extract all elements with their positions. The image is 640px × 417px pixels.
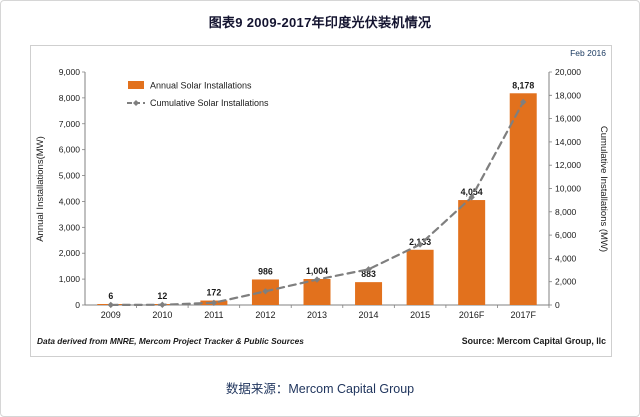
- bar-value-label: 986: [258, 266, 273, 276]
- right-axis-tick-label: 14,000: [555, 137, 581, 147]
- x-axis-label: 2011: [204, 310, 223, 320]
- footnote-right: Source: Mercom Capital Group, llc: [462, 336, 606, 346]
- cumulative-point-marker: [262, 288, 269, 295]
- cumulative-point-marker: [210, 299, 218, 306]
- bar-2016F: [458, 200, 486, 305]
- cumulative-point-marker: [107, 301, 114, 309]
- cumulative-point-marker: [468, 194, 475, 201]
- right-axis-tick-label: 20,000: [555, 67, 581, 77]
- footnote-left: Data derived from MNRE, Mercom Project T…: [37, 336, 304, 346]
- right-axis-tick-label: 6,000: [555, 230, 577, 240]
- right-axis-tick-label: 2,000: [555, 277, 577, 287]
- right-axis-tick-label: 16,000: [555, 114, 581, 124]
- legend-bar-swatch: [128, 81, 144, 89]
- cumulative-point-marker: [416, 241, 424, 248]
- bar-value-label: 4,054: [461, 187, 483, 197]
- bar-2014: [355, 282, 383, 305]
- cumulative-point-marker: [365, 266, 372, 273]
- x-axis-label: 2017F: [510, 310, 536, 320]
- left-axis-tick-label: 2,000: [59, 248, 81, 258]
- left-axis-tick-label: 8,000: [59, 93, 81, 103]
- bar-2017F: [509, 93, 537, 305]
- left-axis-tick-label: 0: [75, 300, 80, 310]
- bar-value-label: 6: [108, 291, 113, 301]
- left-axis-tick-label: 9,000: [59, 67, 81, 77]
- left-axis-tick-label: 6,000: [59, 145, 81, 155]
- x-axis-label: 2012: [255, 310, 275, 320]
- bar-2013: [303, 279, 331, 305]
- chart-title: 图表9 2009-2017年印度光伏装机情况: [208, 15, 432, 30]
- left-axis-tick-label: 7,000: [59, 119, 81, 129]
- solar-chart: 0 1,000 2,000 3,000 4,000 5,000 6,000 7,000 8,00…: [30, 45, 612, 357]
- right-axis-tick-label: 10,000: [555, 184, 581, 194]
- bar-value-label: 8,178: [512, 80, 534, 90]
- x-axis-label: 2015: [410, 310, 430, 320]
- left-axis-title: Annual Installations(MW): [35, 136, 46, 242]
- right-axis-tick-label: 4,000: [555, 253, 577, 263]
- data-source-caption: 数据来源：Mercom Capital Group: [225, 382, 415, 396]
- right-axis-tick-label: 8,000: [555, 207, 577, 217]
- left-axis-tick-label: 4,000: [59, 196, 81, 206]
- bar-value-label: 12: [157, 291, 167, 301]
- solar-chart-svg: 0 1,000 2,000 3,000 4,000 5,000 6,000 7,000 8,00…: [30, 45, 612, 357]
- left-axis-tick-label: 1,000: [59, 274, 81, 284]
- legend-line-marker: [133, 100, 139, 106]
- left-axis-tick-label: 3,000: [59, 222, 81, 232]
- right-axis-tick-label: 18,000: [555, 90, 581, 100]
- x-axis-label: 2013: [307, 310, 327, 320]
- legend-bar-label: Annual Solar Installations: [150, 81, 252, 91]
- x-axis-label: 2009: [101, 310, 121, 320]
- x-axis-label: 2014: [359, 310, 379, 320]
- x-axis-label: 2016F: [459, 310, 485, 320]
- bar-value-label: 172: [207, 288, 222, 298]
- bar-2015: [406, 249, 434, 305]
- legend-line-label: Cumulative Solar Installations: [150, 98, 269, 108]
- left-axis-tick-label: 5,000: [59, 171, 81, 181]
- right-axis-tick-label: 0: [555, 300, 560, 310]
- cumulative-point-marker: [159, 301, 166, 308]
- x-axis-label: 2010: [152, 310, 172, 320]
- bar-value-label: 1,004: [306, 266, 328, 276]
- bar-value-label: 883: [361, 269, 376, 279]
- date-note: Feb 2016: [570, 48, 606, 58]
- right-axis-title: Cumulative Installations (MW): [598, 126, 609, 252]
- right-axis-tick-label: 12,000: [555, 160, 581, 170]
